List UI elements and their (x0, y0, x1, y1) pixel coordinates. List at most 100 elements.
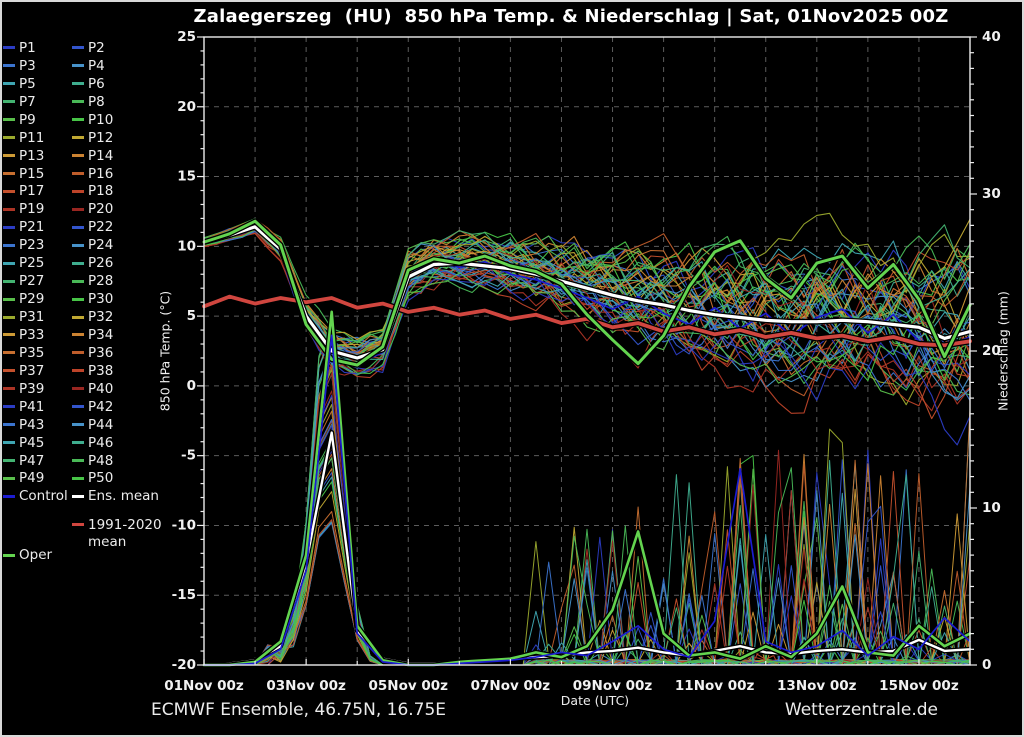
legend-item-p7: P7 (3, 93, 72, 111)
legend-item-label: P18 (88, 183, 114, 200)
legend-item-p6: P6 (72, 75, 159, 93)
legend-item-p40: P40 (72, 380, 159, 398)
legend-swatch (3, 279, 15, 283)
legend-item-p22: P22 (72, 218, 159, 236)
legend-item-label: P16 (88, 165, 114, 182)
legend-item-label: P24 (88, 237, 114, 254)
legend-swatch (3, 154, 15, 158)
legend-swatch (3, 494, 15, 498)
x-tick-label: 13Nov 00z (777, 678, 857, 694)
legend-item-label: P46 (88, 434, 114, 451)
y-precip-tick-label: 20 (982, 343, 1001, 359)
legend-swatch (72, 459, 84, 463)
legend-item-p10: P10 (72, 111, 159, 129)
legend-swatch (72, 225, 84, 229)
legend-item-label: P5 (19, 75, 36, 92)
legend-item-p35: P35 (3, 344, 72, 362)
legend-swatch (72, 118, 84, 122)
legend-swatch (3, 405, 15, 409)
legend-swatch (72, 243, 84, 247)
y-temp-tick-label: 25 (177, 29, 196, 45)
legend-item-oper: Oper (3, 547, 72, 563)
legend-item-label: P43 (19, 416, 45, 433)
legend-item-label: P36 (88, 344, 114, 361)
legend-swatch (3, 351, 15, 355)
legend-item-label: P42 (88, 398, 114, 415)
legend-item-p20: P20 (72, 200, 159, 218)
legend-swatch (72, 333, 84, 337)
y-precip-tick-label: 30 (982, 186, 1001, 202)
ensemble-legend: P1 P2 P3 P4 P5 P6 P7 P8 P9 P10 P11 P12 P13 P14 P15 P16 P… (3, 39, 159, 505)
legend-swatch (3, 225, 15, 229)
legend-swatch (3, 459, 15, 463)
legend-item-p5: P5 (3, 75, 72, 93)
legend-item-label: P47 (19, 452, 45, 469)
legend-item-p29: P29 (3, 290, 72, 308)
legend-swatch (3, 189, 15, 193)
legend-item-label: 1991-2020 mean (88, 517, 162, 550)
legend-swatch (3, 423, 15, 427)
legend-swatch (72, 64, 84, 68)
y-precip-tick-label: 10 (982, 500, 1001, 516)
climate-mean-line (202, 294, 972, 348)
legend-item-p8: P8 (72, 93, 159, 111)
legend-item-label: P48 (88, 452, 114, 469)
y-temp-tick-label: 0 (187, 378, 196, 394)
legend-item-label: P15 (19, 165, 45, 182)
legend-swatch (3, 261, 15, 265)
legend-item-p31: P31 (3, 308, 72, 326)
legend-item-p24: P24 (72, 236, 159, 254)
legend-item-p44: P44 (72, 416, 159, 434)
legend-item-p41: P41 (3, 398, 72, 416)
legend-swatch (72, 369, 84, 373)
legend-swatch (3, 243, 15, 247)
legend-item-label: P26 (88, 255, 114, 272)
ens-mean-temp-line (202, 225, 972, 360)
legend-swatch (72, 261, 84, 265)
legend-item-p27: P27 (3, 272, 72, 290)
legend-item-label: Oper (19, 547, 53, 563)
legend-swatch (3, 553, 15, 557)
legend-swatch (3, 441, 15, 445)
legend-swatch (72, 351, 84, 355)
legend-item-ens-mean: Ens. mean (72, 487, 159, 505)
legend-swatch (3, 46, 15, 50)
legend-item-p2: P2 (72, 39, 159, 57)
legend-item-p37: P37 (3, 362, 72, 380)
legend-item-p28: P28 (72, 272, 159, 290)
legend-swatch (72, 476, 84, 480)
legend-item-label: P7 (19, 93, 36, 110)
legend-item-label: P21 (19, 219, 45, 236)
legend-swatch (72, 423, 84, 427)
legend-swatch (72, 189, 84, 193)
legend-swatch (3, 207, 15, 211)
legend-item-p15: P15 (3, 165, 72, 183)
legend-item-label: Ens. mean (88, 488, 159, 505)
temp-axis-label: 850 hPa Temp. (°C) (158, 291, 173, 411)
legend-swatch (3, 100, 15, 104)
legend-swatch (72, 279, 84, 283)
legend-item-label: P28 (88, 273, 114, 290)
oper-temp-line (202, 219, 972, 367)
legend-item-label: P19 (19, 201, 45, 218)
legend-swatch (72, 82, 84, 86)
legend-item-p23: P23 (3, 236, 72, 254)
y-precip-tick-label: 40 (982, 29, 1001, 45)
x-tick-label: 01Nov 00z (164, 678, 244, 694)
site-credit: Wetterzentrale.de (784, 700, 938, 720)
legend-item-p46: P46 (72, 434, 159, 452)
legend-item-label: P3 (19, 57, 36, 74)
legend-item-p19: P19 (3, 200, 72, 218)
legend-item-p25: P25 (3, 254, 72, 272)
x-tick-label: 05Nov 00z (369, 678, 449, 694)
legend-item-label: P10 (88, 111, 114, 128)
y-temp-tick-label: -20 (172, 657, 196, 673)
legend-item-label: P50 (88, 470, 114, 487)
legend-item-p4: P4 (72, 57, 159, 75)
legend-swatch (72, 387, 84, 391)
legend-swatch (3, 136, 15, 140)
y-temp-tick-label: 15 (177, 169, 196, 185)
legend-item-p14: P14 (72, 147, 159, 165)
legend-item-label: P33 (19, 326, 45, 343)
